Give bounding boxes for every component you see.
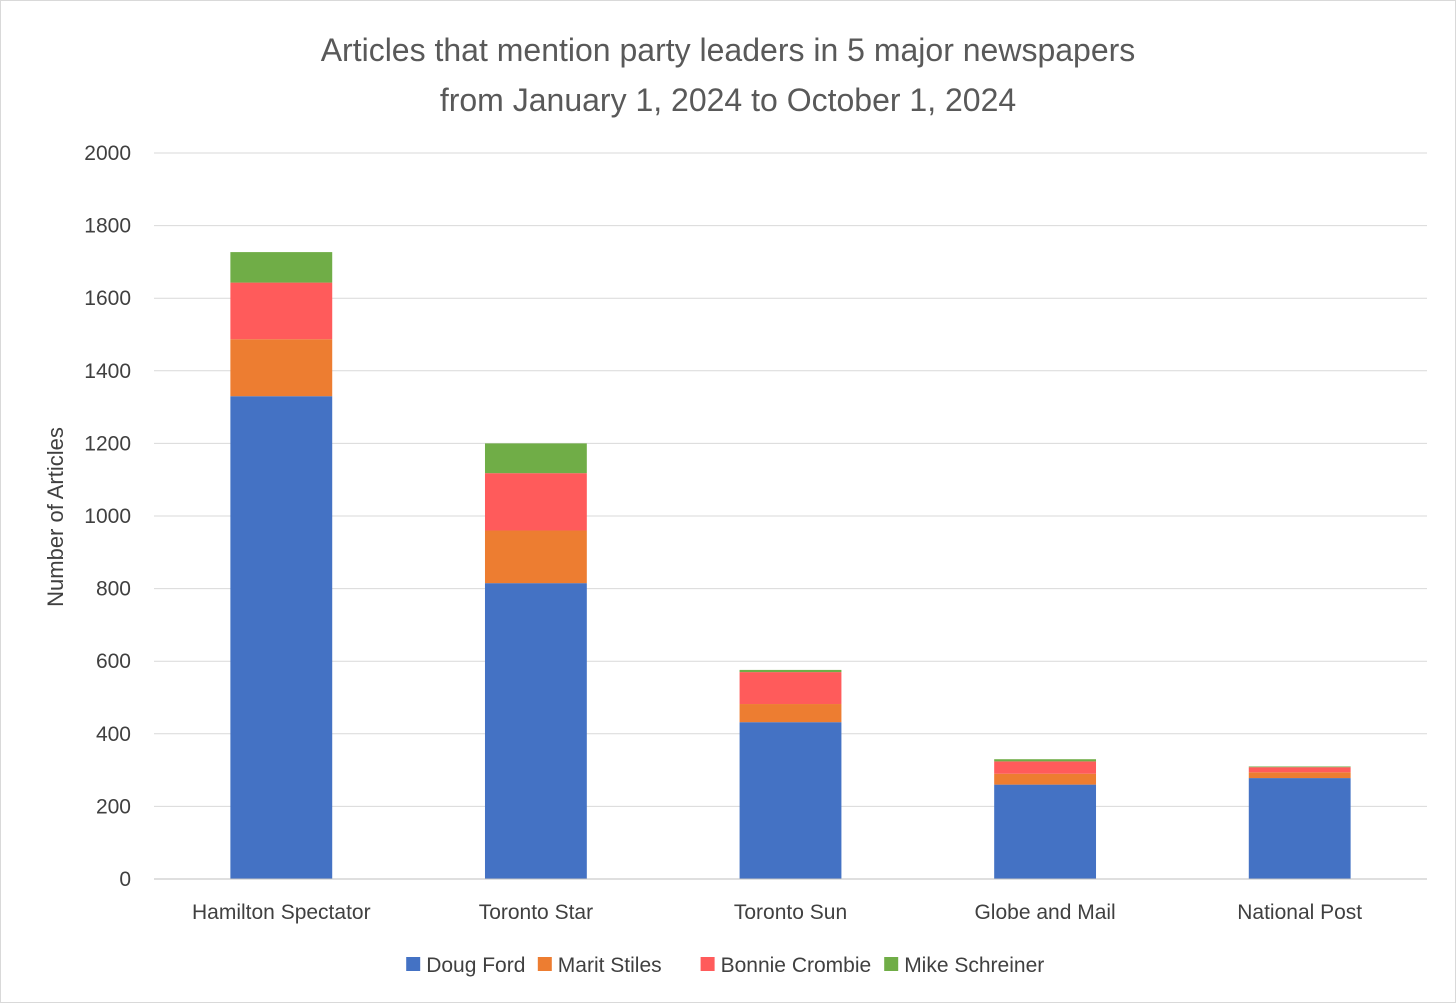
bar-segment — [994, 773, 1097, 785]
y-tick-label: 600 — [96, 650, 131, 673]
x-category-label: Toronto Sun — [734, 901, 847, 924]
bar-segment — [484, 583, 587, 879]
y-tick-label: 200 — [96, 795, 131, 818]
gridlines — [154, 152, 1427, 807]
bar-segment — [1248, 766, 1351, 768]
y-tick-label: 1000 — [84, 505, 131, 528]
bar-segment — [230, 339, 333, 397]
bar-segment — [1248, 772, 1351, 779]
y-tick-label: 800 — [96, 578, 131, 601]
legend-label: Mike Schreiner — [904, 954, 1044, 977]
chart-title-line-2: from January 1, 2024 to October 1, 2024 — [440, 82, 1016, 118]
y-tick-label: 1800 — [84, 215, 131, 238]
legend-label: Marit Stiles — [558, 954, 662, 977]
y-tick-label: 1400 — [84, 360, 131, 383]
x-category-label: Toronto Star — [479, 901, 593, 924]
y-tick-label: 400 — [96, 723, 131, 746]
bar-segment — [994, 759, 1097, 762]
y-tick-label: 1600 — [84, 287, 131, 310]
bar-segment — [739, 722, 842, 879]
y-axis-title: Number of Articles — [43, 427, 68, 607]
y-tick-label: 0 — [119, 868, 131, 891]
bar-segment — [739, 669, 842, 673]
bar-segment — [994, 761, 1097, 774]
bars — [230, 252, 1351, 879]
bar-segment — [230, 282, 333, 340]
legend-swatch — [406, 957, 421, 971]
chart-title: Articles that mention party leaders in 5… — [321, 32, 1136, 118]
legend-swatch — [700, 957, 715, 971]
x-axis-categories: Hamilton Spectator Toronto Star Toronto Su… — [192, 901, 1362, 924]
y-axis-ticks: 0 200 400 600 800 1000 1200 1400 1600 1800 2000 — [84, 142, 131, 891]
bar-segment — [484, 443, 587, 474]
bar-segment — [994, 784, 1097, 879]
x-category-label: Globe and Mail — [974, 901, 1115, 924]
legend-swatch — [537, 957, 552, 971]
bar-segment — [739, 704, 842, 723]
y-tick-label: 2000 — [84, 142, 131, 165]
bar-segment — [230, 396, 333, 879]
bar-segment — [739, 672, 842, 705]
x-category-label: National Post — [1237, 901, 1362, 924]
x-category-label: Hamilton Spectator — [192, 901, 371, 924]
y-tick-label: 1200 — [84, 432, 131, 455]
legend-label: Bonnie Crombie — [721, 954, 872, 977]
bar-segment — [1248, 778, 1351, 879]
chart-title-line-1: Articles that mention party leaders in 5… — [321, 32, 1136, 68]
bar-segment — [484, 473, 587, 531]
legend: Doug Ford Marit Stiles Bonnie Crombie Mike … — [406, 954, 1044, 977]
bar-segment — [484, 530, 587, 584]
legend-label: Doug Ford — [426, 954, 525, 977]
bar-segment — [1248, 767, 1351, 773]
bar-segment — [230, 252, 333, 283]
legend-swatch — [884, 957, 899, 971]
